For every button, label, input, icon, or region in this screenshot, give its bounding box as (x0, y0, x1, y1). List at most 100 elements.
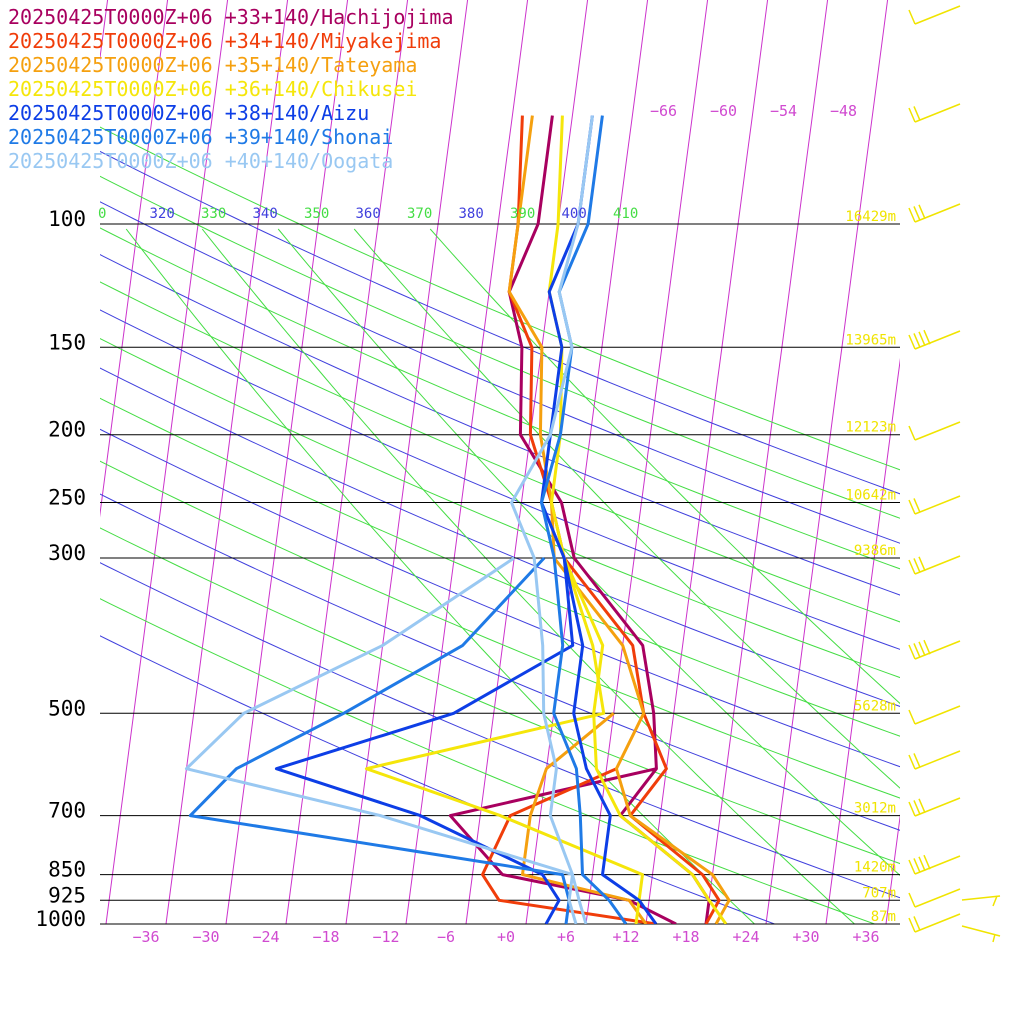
dry-adiabat-line (100, 493, 900, 831)
height-label: 16429m (845, 209, 896, 225)
isotherm-line (946, 0, 1024, 924)
theta-label: 390 (510, 206, 535, 222)
dewpoint-line (188, 556, 571, 924)
temperature-tick-label: −30 (192, 928, 219, 946)
moist-adiabat-line (429, 228, 900, 705)
isotherm-line (285, 0, 409, 924)
pressure-label: 200 (48, 418, 86, 442)
upper-isotherm-label: −60 (710, 102, 737, 120)
wind-barb (908, 203, 961, 223)
legend-entry: 20250425T0000Z+06 +38+140/Aizu (8, 101, 369, 125)
wind-barb (908, 639, 961, 660)
upper-isotherm-label: −54 (770, 102, 797, 120)
temperature-tick-label: −24 (252, 928, 279, 946)
wind-barb (908, 913, 961, 933)
dry-adiabat-line (100, 598, 877, 924)
dry-adiabat-line (100, 397, 900, 737)
wind-barbs (908, 5, 1001, 943)
dry-adiabat-line (100, 562, 900, 899)
height-label: 12123m (845, 420, 896, 436)
legend: 20250425T0000Z+06 +33+140/Hachijojima202… (8, 5, 454, 173)
series-group (184, 115, 594, 924)
dry-adiabat-line (100, 367, 900, 707)
pressure-label: 700 (48, 799, 86, 823)
pressure-label: 850 (48, 858, 86, 882)
theta-label: 320 (150, 206, 175, 222)
series-group (188, 115, 628, 924)
temperature-tick-label: −6 (437, 928, 455, 946)
temperature-tick-label: +24 (732, 928, 759, 946)
upper-isotherm-label: −48 (830, 102, 857, 120)
axis-labels: 100 16429m 150 13965m 200 12123m 250 10642m 300 9… (35, 102, 896, 946)
temperature-tick-label: +30 (792, 928, 819, 946)
temperature-tick-label: +36 (852, 928, 879, 946)
theta-label: 380 (459, 206, 484, 222)
theta-label: 370 (407, 206, 432, 222)
isotherm-line (705, 0, 829, 924)
sounding-series (184, 115, 731, 924)
wind-barb (908, 705, 961, 725)
temperature-line (507, 115, 731, 924)
height-label: 3012m (854, 801, 896, 817)
pressure-label: 300 (48, 541, 86, 565)
dewpoint-line (274, 557, 575, 924)
isotherm-line (1006, 0, 1024, 924)
isotherm-line (765, 0, 889, 924)
wind-barb (908, 5, 961, 25)
temperature-tick-label: +6 (557, 928, 575, 946)
dry-adiabat-line (100, 227, 900, 570)
dry-adiabat-line (100, 150, 900, 495)
wind-barb (908, 888, 961, 908)
theta-label: 350 (304, 206, 329, 222)
dewpoint-line (481, 767, 657, 924)
dry-adiabat-line (100, 460, 900, 799)
height-label: 10642m (845, 488, 896, 504)
isotherm-line (825, 357, 900, 924)
theta-label: 360 (356, 206, 381, 222)
dewpoint-line (184, 556, 578, 924)
pressure-label: 500 (48, 696, 86, 720)
dry-adiabat-line (100, 428, 900, 768)
height-label: 13965m (845, 332, 896, 348)
isotherm-line (225, 0, 349, 924)
legend-entry: 20250425T0000Z+06 +40+140/Oogata (8, 149, 393, 173)
pressure-label: 925 (48, 883, 86, 907)
pressure-label: 1000 (35, 907, 86, 931)
series-group (274, 115, 658, 924)
legend-entry: 20250425T0000Z+06 +35+140/Tateyama (8, 53, 417, 77)
dry-adiabat-line (100, 126, 900, 471)
dry-adiabat-line (100, 175, 900, 519)
temperature-line (510, 115, 594, 924)
wind-barb (908, 103, 961, 123)
pressure-label: 150 (48, 330, 86, 354)
wind-barb (908, 555, 961, 575)
temperature-line (540, 115, 658, 924)
isotherm-line (885, 813, 900, 924)
moist-adiabat-line (201, 228, 855, 924)
height-label: 707m (862, 885, 896, 901)
pressure-label: 100 (48, 207, 86, 231)
temperature-tick-label: +0 (497, 928, 515, 946)
isotherm-line (405, 0, 529, 924)
legend-entry: 20250425T0000Z+06 +39+140/Shonai (8, 125, 393, 149)
temperature-tick-label: +18 (672, 928, 699, 946)
pressure-label: 250 (48, 486, 86, 510)
moist-adiabat-line (353, 228, 900, 789)
temperature-tick-label: −36 (132, 928, 159, 946)
legend-entry: 20250425T0000Z+06 +36+140/Chikusei (8, 77, 417, 101)
series-group (507, 115, 731, 924)
wind-barb (908, 854, 961, 875)
upper-isotherm-label: −66 (650, 102, 677, 120)
dewpoint-line (364, 557, 644, 924)
theta-label: 410 (613, 206, 638, 222)
wind-barb (908, 495, 961, 515)
dry-adiabat-line (100, 527, 900, 865)
isotherm-line (100, 0, 169, 518)
theta-label: 340 (253, 206, 278, 222)
wind-barb (908, 329, 961, 350)
temperature-tick-label: +12 (612, 928, 639, 946)
temperature-tick-label: −12 (372, 928, 399, 946)
theta-label: 0 (98, 206, 106, 222)
isotherm-line (165, 0, 289, 924)
wind-barb (961, 895, 1001, 943)
